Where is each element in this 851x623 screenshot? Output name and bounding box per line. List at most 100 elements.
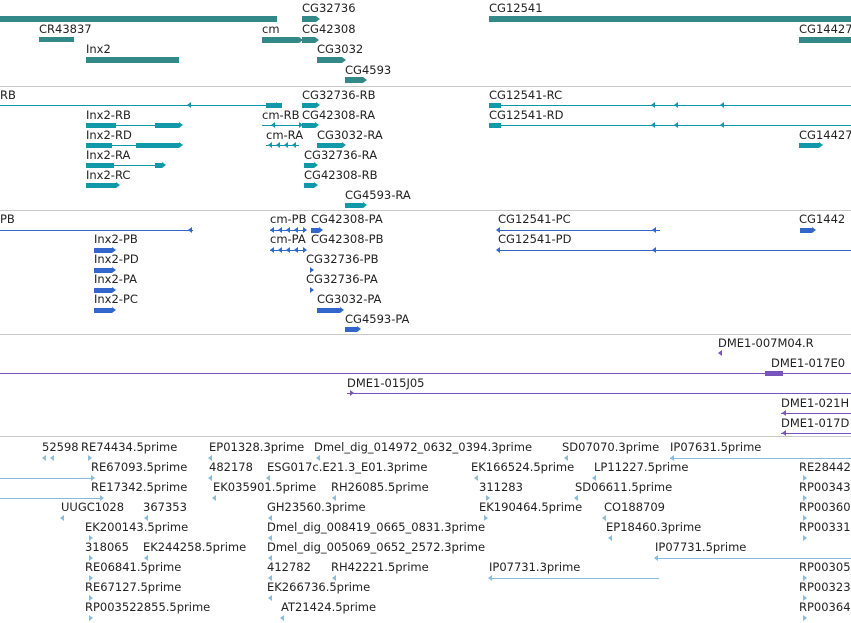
protein-segment[interactable] xyxy=(311,228,319,233)
transcript-intron[interactable] xyxy=(0,105,282,106)
transcript-intron[interactable] xyxy=(262,125,299,126)
transcript-exon[interactable] xyxy=(489,123,501,128)
forward-strand-arrow xyxy=(315,122,319,128)
transcript-label: cm-RB xyxy=(262,108,300,122)
transcript-exon[interactable] xyxy=(317,143,342,148)
forward-strand-arrow xyxy=(89,575,93,581)
clone-label: DME1-021H xyxy=(781,396,850,410)
est-span[interactable] xyxy=(670,458,851,459)
forward-strand-arrow xyxy=(112,247,116,253)
gene-feature[interactable] xyxy=(317,57,342,63)
protein-segment[interactable] xyxy=(94,308,112,313)
protein-label: CG12541-PD xyxy=(498,232,572,246)
transcript-track: RB CG32736-RB Inx2-RB cm-RB CG42308-RA I… xyxy=(0,87,851,210)
est-span[interactable] xyxy=(0,498,101,499)
transcript-exon[interactable] xyxy=(136,143,179,148)
protein-intron[interactable] xyxy=(498,250,851,251)
transcript-exon[interactable] xyxy=(345,203,363,208)
transcript-exon[interactable] xyxy=(304,183,314,188)
gene-feature[interactable] xyxy=(799,37,851,43)
track-separator xyxy=(0,86,851,87)
protein-intron[interactable] xyxy=(498,230,660,231)
protein-intron[interactable] xyxy=(270,230,303,231)
reverse-strand-arrow xyxy=(144,555,148,561)
gene-label: Inx2 xyxy=(86,42,111,56)
protein-segment[interactable] xyxy=(800,228,812,233)
protein-segment[interactable] xyxy=(94,248,112,253)
track-separator xyxy=(0,334,851,335)
reverse-strand-arrow xyxy=(496,247,500,253)
transcript-exon[interactable] xyxy=(155,123,179,128)
est-label: RP00364 xyxy=(799,600,851,614)
gene-feature[interactable] xyxy=(0,16,277,22)
transcript-exon[interactable] xyxy=(86,163,114,168)
transcript-exon[interactable] xyxy=(302,103,316,108)
forward-strand-arrow xyxy=(303,227,307,233)
gene-feature[interactable] xyxy=(262,37,299,43)
forward-strand-arrow xyxy=(89,615,93,621)
transcript-intron[interactable] xyxy=(86,165,162,166)
transcript-intron[interactable] xyxy=(266,145,299,146)
est-span[interactable] xyxy=(655,558,851,559)
transcript-intron[interactable] xyxy=(489,105,851,106)
reverse-strand-arrow xyxy=(286,247,290,253)
transcript-exon[interactable] xyxy=(799,143,819,148)
transcript-intron[interactable] xyxy=(86,125,179,126)
gene-feature[interactable] xyxy=(302,16,316,22)
clone-end[interactable] xyxy=(765,371,783,376)
transcript-exon[interactable] xyxy=(86,123,116,128)
protein-segment[interactable] xyxy=(317,308,340,313)
protein-label: CG3032-PA xyxy=(317,292,382,306)
transcript-intron[interactable] xyxy=(86,145,179,146)
gene-feature[interactable] xyxy=(39,37,74,42)
est-label: CO188709 xyxy=(604,500,665,514)
transcript-exon[interactable] xyxy=(304,163,314,168)
est-label: 367353 xyxy=(143,500,187,514)
protein-segment[interactable] xyxy=(345,327,357,332)
transcript-exon[interactable] xyxy=(302,123,315,128)
reverse-strand-arrow xyxy=(278,227,282,233)
clone-span[interactable] xyxy=(781,413,851,414)
forward-strand-arrow xyxy=(179,142,183,148)
transcript-exon[interactable] xyxy=(86,143,112,148)
protein-label: Inx2-PA xyxy=(94,272,138,286)
est-label: LP11227.5prime xyxy=(594,460,689,474)
forward-strand-arrow xyxy=(314,162,318,168)
transcript-label: Inx2-RD xyxy=(86,128,132,142)
gene-feature[interactable] xyxy=(345,77,363,83)
reverse-strand-arrow xyxy=(654,555,658,561)
protein-segment[interactable] xyxy=(94,288,112,293)
est-span[interactable] xyxy=(0,478,91,479)
transcript-exon[interactable] xyxy=(489,103,501,108)
transcript-label: RB xyxy=(0,88,16,102)
protein-intron[interactable] xyxy=(0,230,193,231)
transcript-exon[interactable] xyxy=(155,163,162,168)
est-label: 311283 xyxy=(479,480,523,494)
reverse-strand-arrow xyxy=(268,535,272,541)
reverse-strand-arrow xyxy=(652,227,656,233)
est-track: 52598 RE74434.5prime EP01328.3prime Dmel… xyxy=(0,437,851,623)
est-label: AT21424.5prime xyxy=(281,600,377,614)
reverse-strand-arrow xyxy=(474,475,478,481)
protein-segment[interactable] xyxy=(94,268,112,273)
est-label: RE67093.5prime xyxy=(91,460,188,474)
est-label: SD07070.3prime xyxy=(562,440,660,454)
transcript-label: cm-RA xyxy=(266,128,304,142)
transcript-exon[interactable] xyxy=(86,183,116,188)
est-span[interactable] xyxy=(489,578,659,579)
gene-feature[interactable] xyxy=(86,57,179,63)
est-label: RP00305 xyxy=(799,560,851,574)
forward-strand-arrow xyxy=(315,37,319,43)
gene-feature[interactable] xyxy=(489,16,851,22)
clone-span[interactable] xyxy=(347,393,851,394)
gene-feature[interactable] xyxy=(302,37,315,43)
reverse-strand-arrow xyxy=(187,102,191,108)
protein-intron[interactable] xyxy=(270,250,303,251)
est-label: ESG017c.E21.3_E01.3prime xyxy=(267,460,428,474)
transcript-intron[interactable] xyxy=(489,125,851,126)
est-label: RH26085.5prime xyxy=(331,480,429,494)
forward-strand-arrow xyxy=(112,287,116,293)
clone-span[interactable] xyxy=(781,433,851,434)
clone-span[interactable] xyxy=(0,373,851,374)
est-label: EP18460.3prime xyxy=(606,520,702,534)
